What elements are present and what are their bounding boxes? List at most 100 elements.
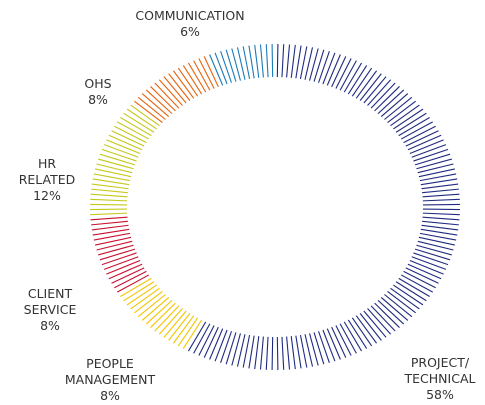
segment-line [225,332,237,365]
segment-line [168,73,191,101]
segment-line [92,228,130,236]
segment-line [259,336,264,370]
segment-line [120,277,152,297]
segment-line [417,163,454,174]
segment-line [242,46,251,80]
segment-line [380,297,409,321]
segment-line [390,104,420,127]
segment-line [374,302,400,328]
category-name: OHS [84,76,112,91]
segment-line [322,329,336,362]
segment-line [359,73,382,101]
segment-line [367,79,392,106]
segment-line [414,248,451,261]
segment-line [220,331,233,363]
segment-line [347,65,368,95]
segment-line [108,134,143,151]
segment-line [91,220,128,226]
segment-line [103,256,139,270]
segment-line [90,198,128,202]
segment-line [331,326,347,358]
segment-line [177,317,199,347]
segment-line [248,335,255,369]
segment-line [214,329,228,362]
segment-line [225,49,237,82]
segment-line [407,134,442,151]
segment-line [91,183,129,190]
segment-line [214,52,228,85]
segment-line [339,323,357,354]
segment-line [422,220,459,226]
segment-line [193,60,211,91]
segment-line [236,47,246,80]
segment-line [286,336,291,370]
segment-line [154,305,180,332]
segment-line [154,82,180,109]
segment-line [419,232,457,241]
segment-line [116,274,150,293]
segment-line [422,188,459,194]
segment-line [398,277,430,297]
segment-line [400,121,434,140]
segment-line [198,325,215,356]
segment-line [351,317,373,347]
segment-line [405,267,439,284]
segment-line [145,299,173,325]
segment-line [420,228,458,236]
segment-line [130,287,160,310]
segment-line [182,65,203,95]
segment-label: OHS 8% [18,76,178,108]
segment-line [248,45,255,79]
segment-line [209,54,224,86]
segment-line [367,308,392,335]
segment-line [422,193,460,198]
segment-line [422,198,460,202]
category-name: PROJECT/ TECHNICAL [404,355,476,386]
segment-line [363,310,387,338]
segment-line [304,334,314,367]
segment-line [322,52,336,85]
segment-line [242,334,251,368]
segment-line [384,294,413,318]
segment-label: PEOPLE MANAGEMENT 8% [30,356,190,404]
segment-line [91,188,128,194]
segment-line [417,240,454,251]
segment-line [114,270,147,289]
segment-line [259,44,264,78]
segment-line [93,173,131,182]
segment-line [106,139,141,155]
segment-line [90,216,128,221]
segment-line [290,44,296,78]
segment-line [93,232,131,241]
segment-line [150,86,176,112]
value-label: 6% [180,24,200,39]
segment-line [374,86,400,112]
segment-line [99,248,136,261]
segment-line [418,168,456,178]
segment-line [231,333,241,366]
segment-line [96,163,133,174]
segment-line [351,67,373,97]
segment-line [133,290,163,314]
segment-line [422,208,460,211]
segment-line [384,96,413,120]
segment-line [309,333,319,366]
segment-line [141,93,170,117]
segment-line [98,244,134,256]
segment-line [377,89,405,115]
segment-line [370,82,396,109]
value-label: 8% [40,318,60,333]
segment-line [295,45,302,79]
value-label: 58% [426,387,454,402]
segment-line [355,70,378,99]
segment-line [209,328,224,360]
segment-line [123,112,155,133]
segment-line [363,76,387,104]
segment-line [413,148,449,162]
segment-line [168,313,191,341]
segment-line [343,62,363,93]
segment-line [99,153,136,166]
segment-line [317,331,330,363]
value-label: 12% [33,188,61,203]
